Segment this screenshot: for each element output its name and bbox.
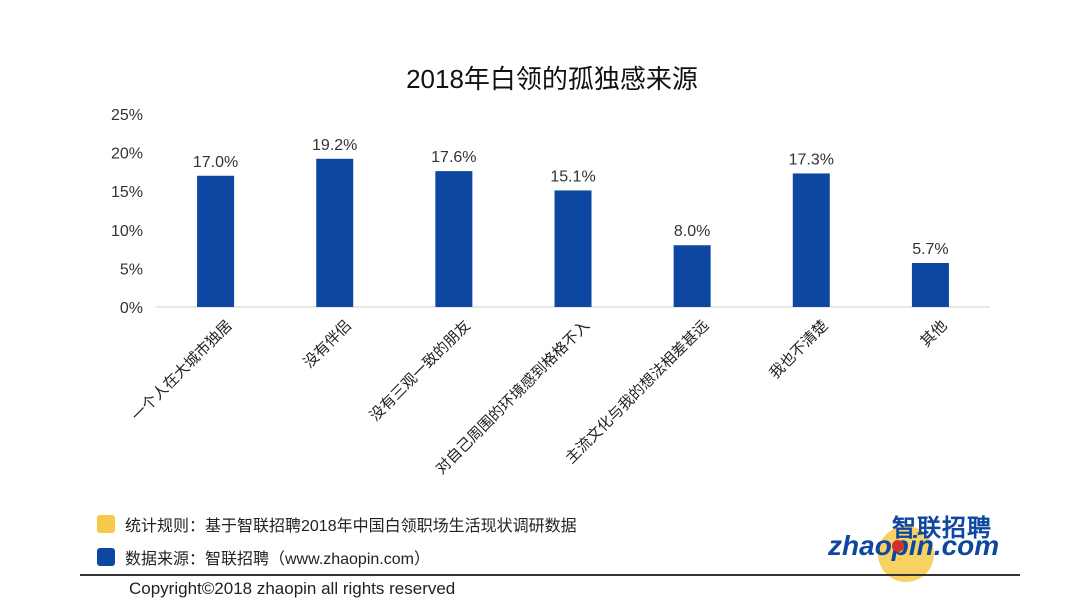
bar (316, 158, 354, 307)
chart-title: 2018年白领的孤独感来源 (406, 64, 698, 94)
y-tick-label: 0% (120, 300, 143, 317)
legend-text-rule: 统计规则：基于智联招聘2018年中国白领职场生活现状调研数据 (125, 518, 577, 535)
y-axis-ticks: 0% 5% 10% 15% 20% 25% (111, 107, 143, 317)
data-label: 8.0% (674, 223, 710, 240)
category-label: 我也不清楚 (766, 317, 831, 382)
y-tick-label: 5% (120, 261, 143, 278)
y-tick-label: 10% (111, 223, 143, 240)
data-labels-group: 17.0% 19.2% 17.6% 15.1% 8.0% 17.3% 5.7% (193, 137, 949, 258)
logo-dot-icon (892, 540, 904, 552)
category-label: 一个人在大城市独居 (128, 317, 235, 424)
y-tick-label: 15% (111, 184, 143, 201)
footer-divider (80, 574, 1020, 576)
bar (554, 190, 592, 307)
category-label: 其他 (917, 317, 950, 350)
data-label: 17.6% (431, 149, 476, 166)
legend-swatch-blue (97, 548, 115, 566)
bar (435, 171, 473, 307)
bar (197, 175, 235, 307)
category-label: 没有三观一致的朋友 (367, 317, 474, 424)
category-label: 主流文化与我的想法相差甚远 (562, 317, 712, 467)
data-label: 5.7% (912, 241, 948, 258)
logo-cn-text: 智联招聘 (892, 515, 992, 542)
data-label: 19.2% (312, 137, 357, 154)
logo-ball-icon (878, 526, 934, 582)
legend-text-source: 数据来源：智联招聘（www.zhaopin.com） (125, 551, 430, 568)
data-label: 17.3% (789, 151, 834, 168)
zhaopin-logo: 智联招聘 zhaopin.com (828, 508, 1008, 582)
legend-item-rule: 统计规则：基于智联招聘2018年中国白领职场生活现状调研数据 (97, 512, 577, 536)
copyright-text: Copyright©2018 zhaopin all rights reserv… (129, 579, 456, 598)
bar (911, 262, 949, 307)
legend-item-source: 数据来源：智联招聘（www.zhaopin.com） (97, 545, 430, 569)
category-labels-group: 一个人在大城市独居 没有伴侣 没有三观一致的朋友对自己周围的环境感到格格不入主流文化… (128, 316, 950, 477)
data-label: 17.0% (193, 154, 238, 171)
y-tick-label: 25% (111, 107, 143, 124)
logo-en-text: zhaopin.com (828, 530, 1000, 561)
bars-group (197, 158, 949, 307)
legend-swatch-yellow (97, 515, 115, 533)
y-tick-label: 20% (111, 146, 143, 163)
bar (792, 173, 830, 307)
data-label: 15.1% (550, 168, 595, 185)
category-label: 没有伴侣 (300, 317, 354, 371)
bar-chart: 2018年白领的孤独感来源 0% 5% 10% 15% 20% 25% 17.0% 19.2… (111, 64, 990, 478)
bar (673, 245, 711, 307)
